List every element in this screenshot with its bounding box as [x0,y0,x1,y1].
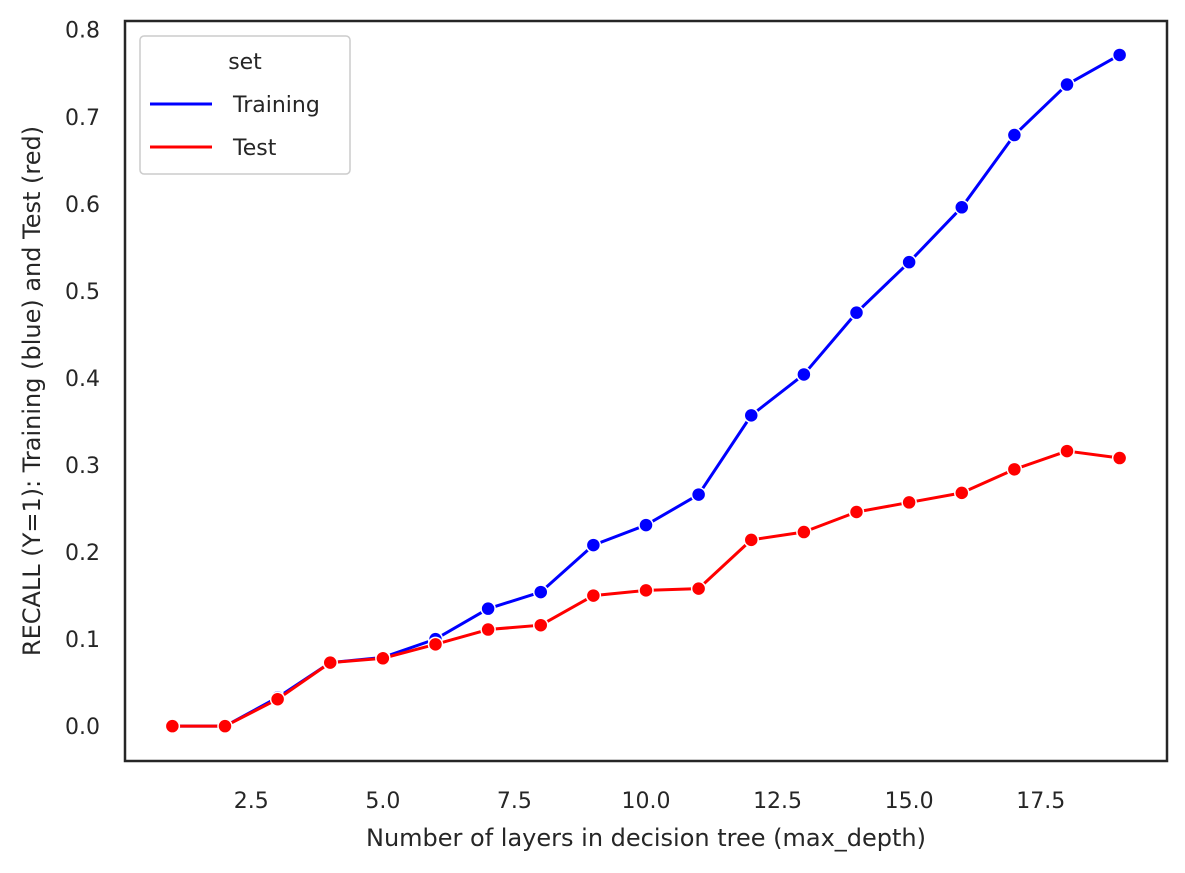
x-tick-label: 17.5 [1016,789,1065,814]
data-point-training [690,486,707,503]
x-tick-label: 10.0 [622,789,671,814]
y-tick-label: 0.4 [65,367,100,392]
data-point-test [269,691,286,707]
y-tick-label: 0.8 [65,19,100,44]
series-test [164,443,1128,734]
data-point-test [954,485,970,501]
y-tick-label: 0.5 [65,280,100,305]
data-point-test [532,617,549,633]
x-tick-label: 7.5 [497,789,532,814]
x-axis-ticks: 2.5 5.0 7.5 10.0 12.5 15.0 17.5 [234,789,1065,814]
y-axis-ticks: 0.0 0.1 0.2 0.3 0.4 0.5 0.6 0.7 0.8 [65,19,100,740]
data-point-test [848,504,865,520]
data-point-test [638,582,654,599]
legend-box [139,35,351,175]
data-point-training [1111,47,1128,63]
data-point-test [480,621,496,638]
y-tick-label: 0.3 [65,454,100,479]
y-tick-label: 0.6 [65,193,100,218]
data-point-test [1006,461,1023,478]
legend-label-test: Test [232,136,277,161]
x-tick-label: 12.5 [753,789,802,814]
legend-title: set [228,50,262,75]
data-point-training [796,366,812,383]
data-point-training [954,199,970,216]
data-point-training [1059,76,1075,93]
data-point-training [638,517,654,533]
data-point-test [164,718,181,734]
x-axis-label: Number of layers in decision tree (max_d… [366,824,926,852]
y-tick-label: 0.0 [65,715,100,740]
data-point-test [901,494,917,511]
data-point-test [690,580,707,597]
data-point-test [743,532,760,548]
data-point-training [848,304,865,321]
data-point-test [217,718,233,734]
data-point-test [322,654,338,671]
legend: set Training Test [139,35,351,175]
data-point-training [585,537,602,553]
y-axis-label: RECALL (Y=1): Training (blue) and Test (… [18,126,46,656]
x-tick-label: 5.0 [365,789,400,814]
data-point-test [375,650,391,667]
data-point-test [585,587,602,604]
data-point-training [1006,127,1023,143]
y-tick-label: 0.2 [65,541,100,566]
data-point-training [532,584,549,600]
x-tick-label: 2.5 [234,789,269,814]
data-point-training [480,600,496,617]
plot-frame [123,19,1169,763]
series-layer [164,47,1128,734]
data-point-test [1059,443,1075,459]
data-point-test [427,636,444,653]
data-point-training [743,407,760,424]
x-tick-label: 15.0 [885,789,934,814]
y-tick-label: 0.7 [65,106,100,131]
data-point-training [901,254,917,270]
data-point-test [1111,450,1128,466]
legend-label-training: Training [232,93,320,118]
y-tick-label: 0.1 [65,628,100,653]
data-point-test [796,524,812,540]
